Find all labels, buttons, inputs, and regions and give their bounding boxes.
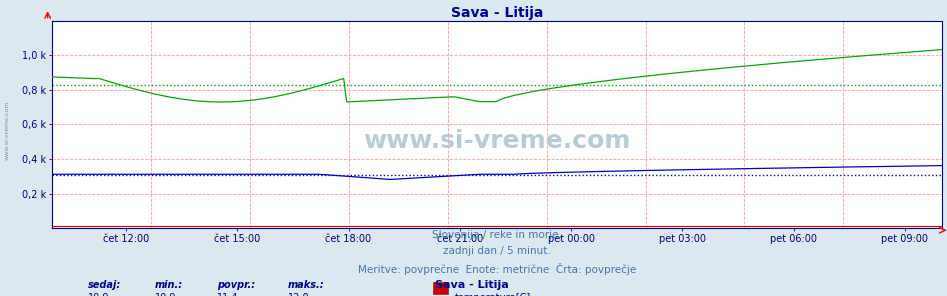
Text: 11,4: 11,4 — [217, 293, 239, 296]
Text: povpr.:: povpr.: — [217, 280, 255, 290]
Text: min.:: min.: — [154, 280, 183, 290]
Text: 10,9: 10,9 — [88, 293, 109, 296]
Text: 10,9: 10,9 — [154, 293, 176, 296]
Text: zadnji dan / 5 minut.: zadnji dan / 5 minut. — [443, 246, 551, 256]
Text: maks.:: maks.: — [288, 280, 325, 290]
Text: www.si-vreme.com: www.si-vreme.com — [364, 129, 631, 153]
Bar — [433, 282, 448, 294]
Text: Slovenija / reke in morje.: Slovenija / reke in morje. — [432, 230, 563, 240]
Text: sedaj:: sedaj: — [88, 280, 121, 290]
Text: Meritve: povprečne  Enote: metrične  Črta: povprečje: Meritve: povprečne Enote: metrične Črta:… — [358, 263, 636, 275]
Title: Sava - Litija: Sava - Litija — [451, 6, 544, 20]
Text: www.si-vreme.com: www.si-vreme.com — [5, 100, 10, 160]
Text: Sava - Litija: Sava - Litija — [435, 280, 509, 290]
Text: temperatura[C]: temperatura[C] — [455, 293, 530, 296]
Text: 12,0: 12,0 — [288, 293, 310, 296]
